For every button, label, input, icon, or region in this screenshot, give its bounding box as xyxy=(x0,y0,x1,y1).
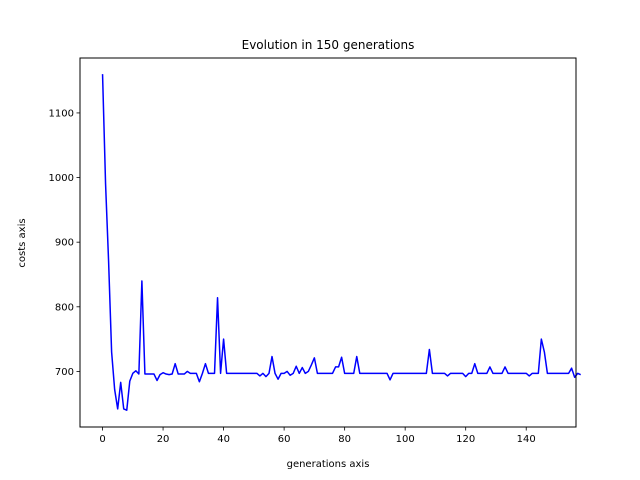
y-axis-label: costs axis xyxy=(17,218,28,267)
y-tick-label: 700 xyxy=(55,367,74,378)
x-tick-label: 0 xyxy=(99,434,105,445)
x-tick-label: 140 xyxy=(517,434,536,445)
x-tick-label: 40 xyxy=(217,434,230,445)
chart-title: Evolution in 150 generations xyxy=(242,38,415,52)
x-tick-label: 80 xyxy=(338,434,351,445)
plot-frame xyxy=(79,57,577,428)
series-line xyxy=(101,74,581,411)
y-tick-label: 1100 xyxy=(49,108,74,119)
y-tick-label: 900 xyxy=(55,238,74,249)
plot-background xyxy=(80,58,576,427)
y-tick-label: 1000 xyxy=(49,173,74,184)
x-tick-label: 120 xyxy=(456,434,475,445)
y-tick-label: 800 xyxy=(55,302,74,313)
x-tick-label: 20 xyxy=(157,434,170,445)
x-axis-label: generations axis xyxy=(287,459,370,470)
x-tick-label: 60 xyxy=(278,434,291,445)
x-tick-label: 100 xyxy=(396,434,415,445)
ticks-layer: 0 20 40 60 80 100 120 140 700 800 900 1000 1100 xyxy=(49,108,536,445)
